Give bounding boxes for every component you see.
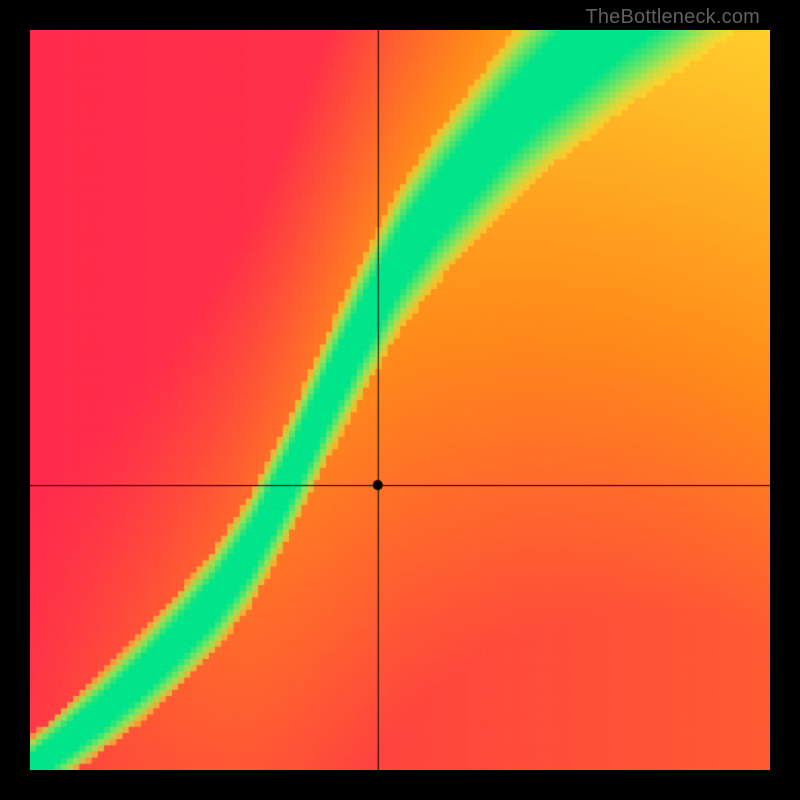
chart-outer: TheBottleneck.com [0,0,800,800]
overlay-canvas [30,30,770,770]
watermark-text: TheBottleneck.com [585,6,760,29]
plot-area [30,30,770,770]
